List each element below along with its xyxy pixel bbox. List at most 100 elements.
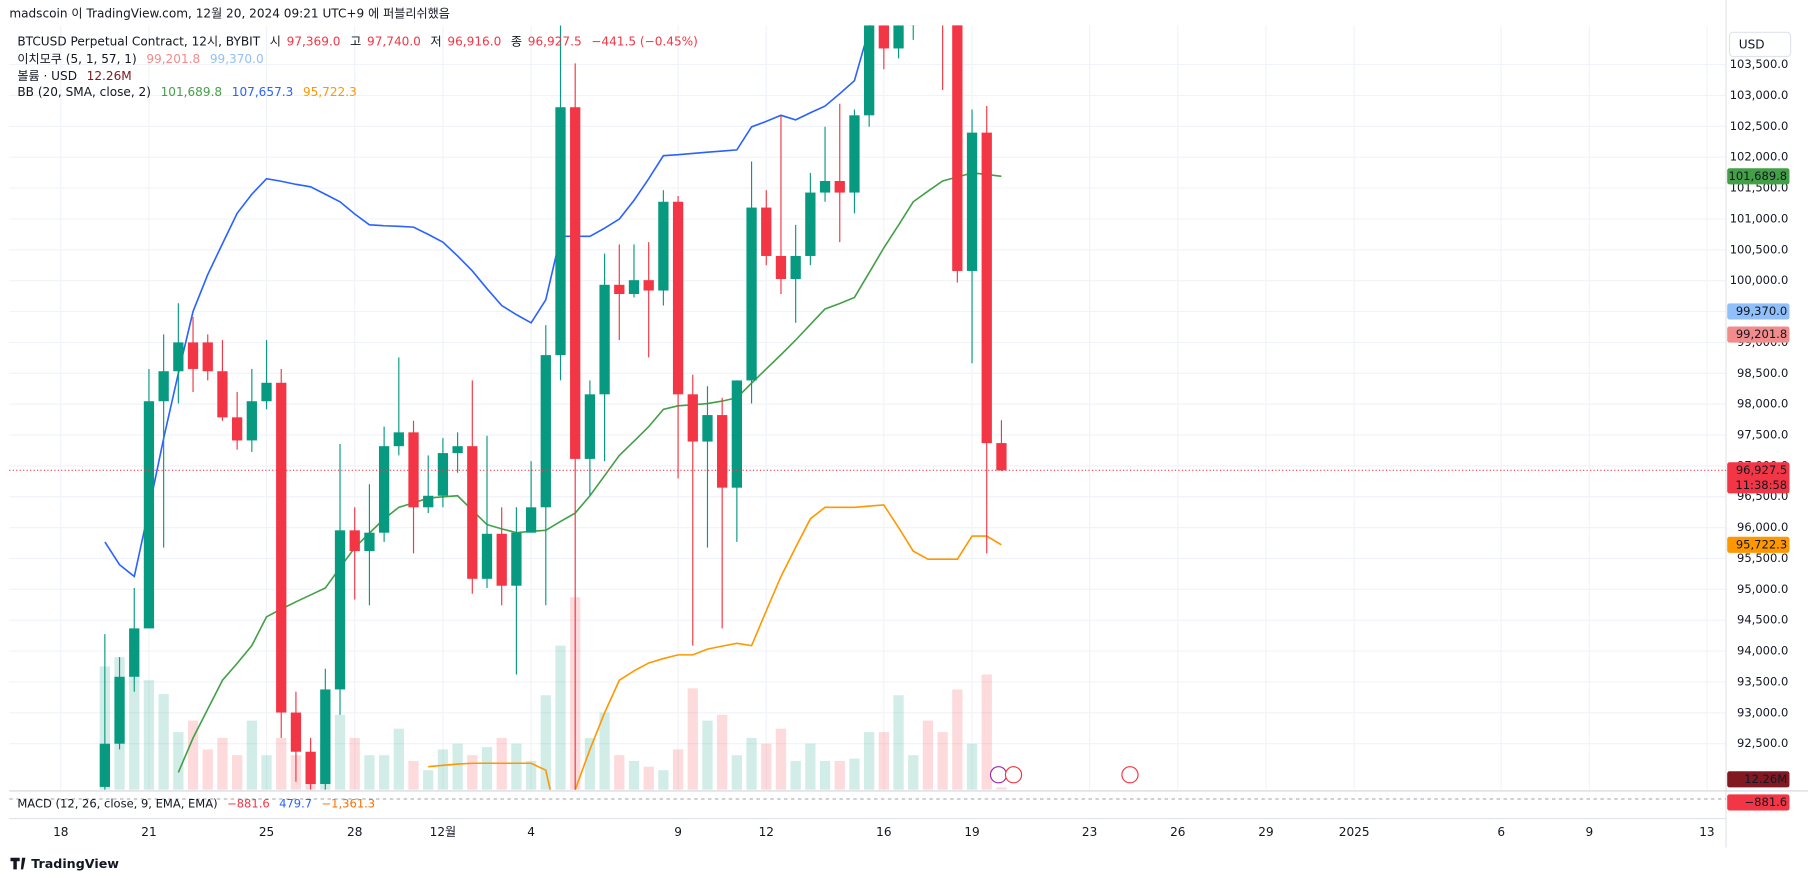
volume-bar — [246, 720, 257, 790]
volume-bar — [966, 743, 978, 790]
x-tick-label: 13 — [1699, 825, 1714, 839]
volume-bar — [217, 737, 228, 790]
x-tick-label: 16 — [876, 825, 891, 839]
y-tick-label: 93,500.0 — [1737, 674, 1788, 688]
candle-body — [761, 207, 772, 256]
bb-badge — [1727, 536, 1790, 553]
x-tick-label: 2025 — [1339, 825, 1370, 839]
candle-body — [614, 284, 625, 294]
y-tick-label: 98,500.0 — [1737, 366, 1788, 380]
volume-bar — [187, 720, 199, 790]
macd-value: 479.7 — [279, 796, 312, 810]
candle-body — [408, 432, 419, 508]
candle-body — [452, 446, 463, 454]
bb-badge-label: 101,689.8 — [1729, 169, 1788, 183]
macd-value: −881.6 — [227, 796, 270, 810]
candle-body — [290, 712, 302, 752]
candle-body — [687, 394, 698, 442]
candle-body — [819, 181, 831, 193]
candle-body — [231, 417, 243, 441]
bb-value: 95,722.3 — [303, 85, 357, 99]
candle-body — [496, 533, 507, 586]
bb-name: BB (20, SMA, close, 2) — [17, 85, 151, 99]
candle-body — [114, 676, 125, 744]
currency-button[interactable] — [1728, 31, 1792, 58]
macd-value: −1,361.3 — [322, 796, 376, 810]
volume-bar — [334, 714, 346, 790]
candle-body — [658, 201, 669, 291]
candle-body — [966, 132, 978, 271]
volume-bar — [378, 755, 390, 790]
volume-bar — [408, 760, 419, 790]
volume-bar — [555, 645, 566, 790]
x-tick-label: 18 — [53, 825, 68, 839]
volume-bar — [276, 737, 287, 790]
ichimoku-badge — [1727, 326, 1790, 343]
volume-bar — [717, 714, 728, 790]
candle-body — [99, 743, 110, 787]
countdown-label: 11:38:58 — [1735, 478, 1787, 492]
bb-line — [104, 25, 871, 578]
candle-body — [981, 132, 992, 444]
volume-bar — [775, 728, 787, 790]
candle-body — [731, 380, 743, 488]
event-icon[interactable] — [1004, 766, 1023, 784]
x-tick-label: 9 — [1586, 825, 1594, 839]
ichimoku-badge-label: 99,201.8 — [1736, 327, 1787, 341]
volume-bar — [628, 760, 640, 790]
open-value: 97,369.0 — [287, 34, 341, 48]
event-icon[interactable] — [989, 766, 1008, 784]
x-tick-label: 12월 — [430, 825, 457, 839]
volume-bar — [143, 680, 155, 790]
x-tick-label: 4 — [527, 825, 535, 839]
candle-body — [555, 107, 566, 356]
candle-body — [702, 415, 713, 442]
y-tick-label: 102,500.0 — [1730, 119, 1789, 133]
volume-bar — [981, 674, 992, 790]
volume-bar — [658, 770, 669, 790]
volume-bar — [746, 737, 757, 790]
volume-bar — [922, 720, 934, 790]
volume-bar — [878, 732, 889, 790]
candle-body — [540, 355, 551, 508]
bb-badge-label: 95,722.3 — [1736, 537, 1787, 551]
close-value: 96,927.5 — [528, 34, 582, 48]
logo-text: TradingView — [31, 856, 119, 871]
volume-legend: 볼륨 · USD 12.26M — [17, 69, 131, 83]
macd-badge-label: −881.6 — [1745, 795, 1788, 809]
x-tick-label: 26 — [1170, 825, 1185, 839]
y-tick-label: 100,500.0 — [1730, 242, 1789, 256]
event-icon[interactable] — [1121, 766, 1139, 784]
volume-bar — [202, 749, 213, 790]
volume-bar — [643, 766, 654, 790]
candle-body — [246, 401, 257, 441]
candle-body — [775, 255, 787, 279]
bb-line — [177, 172, 1002, 773]
candle-body — [996, 443, 1007, 471]
ichimoku-legend: 이치모쿠 (5, 1, 57, 1) 99,201.8 99,370.0 — [17, 51, 263, 65]
volume-bar — [599, 712, 610, 790]
high-value: 97,740.0 — [367, 34, 421, 48]
volume-bar — [467, 755, 478, 790]
macd-name: MACD (12, 26, close, 9, EMA, EMA) — [17, 796, 217, 810]
volume-bar — [731, 755, 743, 790]
currency-label[interactable]: USD — [1739, 37, 1765, 51]
x-tick-label: 29 — [1258, 825, 1273, 839]
volume-bar — [173, 732, 184, 790]
last-price-badge — [1727, 462, 1790, 494]
x-tick-label: 12 — [759, 825, 774, 839]
volume-value: 12.26M — [87, 69, 132, 83]
volume-bar — [908, 755, 919, 790]
candle-body — [893, 25, 904, 49]
candle-body — [570, 107, 581, 459]
macd-badge — [1727, 794, 1790, 811]
candle-body — [864, 25, 875, 116]
volume-bar — [849, 758, 860, 790]
x-tick-label: 28 — [347, 825, 362, 839]
open-label: 시 — [270, 34, 281, 48]
volume-bar — [511, 743, 522, 790]
volume-bar — [452, 743, 463, 790]
volume-bar — [893, 695, 904, 790]
